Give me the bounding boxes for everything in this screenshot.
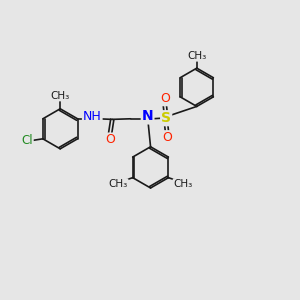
Text: CH₃: CH₃	[51, 91, 70, 100]
Text: O: O	[160, 92, 169, 105]
Text: S: S	[161, 111, 171, 125]
Text: Cl: Cl	[21, 134, 33, 147]
Text: CH₃: CH₃	[108, 179, 128, 189]
Text: CH₃: CH₃	[173, 179, 193, 189]
Text: N: N	[142, 110, 153, 123]
Text: NH: NH	[83, 110, 102, 123]
Text: O: O	[162, 131, 172, 144]
Text: CH₃: CH₃	[187, 51, 206, 61]
Text: O: O	[105, 134, 115, 146]
